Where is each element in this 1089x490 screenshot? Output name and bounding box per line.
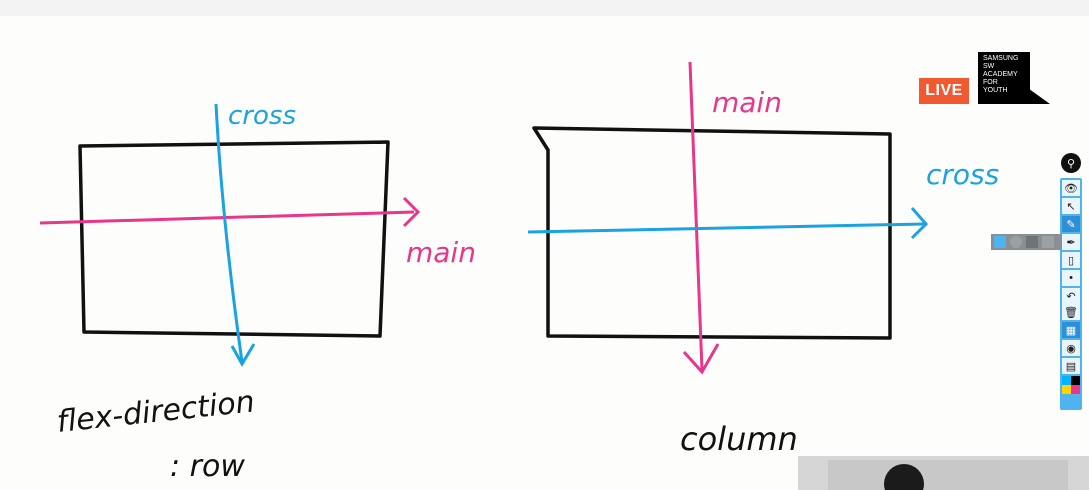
left-cross-axis bbox=[214, 103, 244, 363]
popout-pen-icon[interactable] bbox=[994, 236, 1006, 248]
cursor-icon[interactable]: ↖ bbox=[1062, 198, 1080, 214]
eye-icon[interactable]: 👁 bbox=[1062, 180, 1080, 196]
right-cross-axis bbox=[527, 222, 925, 234]
live-badge: LIVE bbox=[919, 78, 969, 104]
left-caption-line1: flex-direction bbox=[55, 384, 256, 440]
right-main-label: main bbox=[712, 86, 782, 119]
undo-icon[interactable]: ↶ bbox=[1062, 288, 1080, 304]
left-caption-line2: : row bbox=[170, 449, 245, 484]
left-main-arrowhead bbox=[402, 196, 421, 228]
right-cross-label: cross bbox=[926, 158, 999, 191]
camera-icon[interactable]: ◉ bbox=[1062, 340, 1080, 356]
right-cross-arrowhead bbox=[910, 207, 929, 240]
presenter-avatar bbox=[884, 464, 924, 490]
pin-icon[interactable]: ⚲ bbox=[1061, 153, 1081, 173]
swatch-black[interactable] bbox=[1071, 376, 1080, 385]
right-main-arrowhead bbox=[682, 343, 720, 375]
popout-circle-icon[interactable] bbox=[1010, 236, 1022, 248]
trash-icon[interactable]: 🗑 bbox=[1062, 304, 1080, 320]
swatch-yellow[interactable] bbox=[1062, 385, 1071, 394]
highlighter-icon[interactable]: ✎ bbox=[1062, 216, 1080, 232]
pen-icon[interactable]: ✒ bbox=[1062, 234, 1080, 250]
right-main-axis bbox=[688, 61, 704, 371]
color-swatches[interactable] bbox=[1062, 376, 1080, 394]
top-bar bbox=[0, 0, 1089, 16]
swatch-magenta[interactable] bbox=[1071, 385, 1080, 394]
left-main-label: main bbox=[406, 236, 476, 269]
left-cross-label: cross bbox=[228, 101, 296, 131]
popout-square-icon[interactable] bbox=[1026, 236, 1038, 248]
left-main-axis bbox=[39, 210, 415, 225]
swatch-cyan[interactable] bbox=[1062, 376, 1071, 385]
popout-line-icon[interactable] bbox=[1042, 236, 1054, 248]
right-box bbox=[532, 126, 892, 340]
academy-logo bbox=[978, 52, 1030, 104]
eraser-icon[interactable]: ▯ bbox=[1062, 252, 1080, 268]
dot-icon[interactable]: • bbox=[1062, 270, 1080, 286]
webcam-feed bbox=[798, 456, 1089, 490]
webcam-background bbox=[828, 460, 1068, 490]
right-caption: column bbox=[680, 420, 798, 458]
left-box bbox=[78, 140, 390, 338]
left-cross-arrowhead bbox=[230, 343, 256, 367]
grid-icon[interactable]: ▦ bbox=[1062, 322, 1080, 338]
tool-popout[interactable] bbox=[991, 234, 1062, 250]
clipboard-icon[interactable]: ▤ bbox=[1062, 358, 1080, 374]
academy-logo-text: SAMSUNG SW ACADEMY FOR YOUTH bbox=[983, 55, 1019, 94]
